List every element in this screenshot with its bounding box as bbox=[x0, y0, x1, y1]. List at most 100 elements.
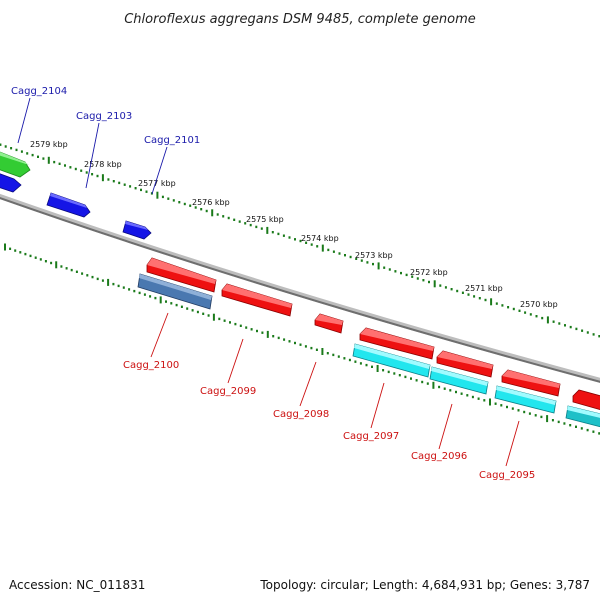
inner-track-minor-tick bbox=[523, 410, 526, 414]
label-cagg-2099[interactable]: Cagg_2099 bbox=[200, 386, 256, 397]
label-cagg-2097[interactable]: Cagg_2097 bbox=[343, 431, 399, 442]
label-cagg-2104[interactable]: Cagg_2104 bbox=[11, 86, 67, 97]
inner-track-minor-tick bbox=[272, 335, 275, 338]
inner-track-minor-tick bbox=[75, 270, 78, 273]
gene-green-top bbox=[0, 152, 29, 165]
inner-track-major-tick bbox=[546, 415, 549, 423]
inner-track-major-tick bbox=[321, 348, 324, 355]
outer-track-minor-tick bbox=[383, 266, 386, 269]
tick-track-inner bbox=[4, 243, 600, 435]
inner-track-minor-tick bbox=[580, 427, 583, 430]
inner-track-minor-tick bbox=[540, 415, 543, 419]
inner-track-minor-tick bbox=[138, 291, 141, 295]
inner-track-minor-tick bbox=[365, 363, 368, 367]
outer-track-minor-tick bbox=[167, 197, 170, 200]
label-cagg-2095[interactable]: Cagg_2095 bbox=[479, 470, 535, 481]
inner-track-minor-tick bbox=[460, 392, 463, 395]
inner-track-minor-tick bbox=[154, 296, 157, 300]
outer-track-minor-tick bbox=[416, 277, 419, 280]
inner-track-minor-tick bbox=[348, 358, 351, 362]
inner-track-minor-tick bbox=[471, 395, 474, 399]
outer-track-minor-tick bbox=[394, 270, 397, 273]
inner-track-minor-tick bbox=[449, 389, 452, 392]
label-cagg-2100[interactable]: Cagg_2100 bbox=[123, 360, 179, 371]
outer-track-minor-tick bbox=[444, 286, 447, 289]
inner-track-minor-tick bbox=[202, 312, 205, 315]
outer-track-minor-tick bbox=[581, 329, 584, 332]
outer-track-minor-tick bbox=[37, 155, 39, 158]
outer-track-minor-tick bbox=[238, 220, 241, 223]
inner-track-minor-tick bbox=[477, 397, 480, 400]
tick-label-2571: 2571 kbp bbox=[465, 284, 503, 293]
leader-cagg-2097 bbox=[370, 382, 385, 429]
reverse-genes bbox=[137, 257, 600, 428]
inner-track-major-tick bbox=[432, 381, 435, 389]
inner-track-major-tick bbox=[4, 243, 6, 251]
gene-cagg-2100-top bbox=[147, 258, 216, 284]
outer-track-minor-tick bbox=[411, 275, 414, 278]
gene-steel-top bbox=[139, 274, 212, 300]
gene-cagg-2095-top bbox=[496, 386, 556, 405]
label-leaders-reverse bbox=[150, 312, 520, 467]
inner-track-minor-tick bbox=[101, 279, 104, 282]
inner-track-minor-tick bbox=[170, 302, 173, 305]
outer-track-minor-tick bbox=[366, 261, 369, 264]
outer-track-minor-tick bbox=[255, 225, 258, 229]
inner-track-minor-tick bbox=[294, 341, 296, 345]
gene-labels-forward: Cagg_2104 Cagg_2103 Cagg_2101 bbox=[11, 86, 200, 146]
gene-cagg-2103[interactable] bbox=[46, 192, 91, 218]
accession-text: Accession: NC_011831 bbox=[9, 578, 146, 592]
inner-track-minor-tick bbox=[256, 329, 258, 333]
outer-track-minor-tick bbox=[305, 241, 308, 244]
outer-track-minor-tick bbox=[450, 288, 453, 291]
outer-track-minor-tick bbox=[58, 162, 61, 165]
outer-track-minor-tick bbox=[332, 250, 335, 253]
inner-track-minor-tick bbox=[122, 286, 125, 289]
inner-track-major-tick bbox=[55, 261, 58, 269]
gene-red-partial[interactable] bbox=[572, 389, 600, 411]
inner-track-minor-tick bbox=[19, 251, 22, 254]
outer-track-minor-tick bbox=[349, 255, 352, 259]
tick-label-2574: 2574 kbp bbox=[301, 234, 339, 243]
label-cagg-2098[interactable]: Cagg_2098 bbox=[273, 409, 329, 420]
label-cagg-2096[interactable]: Cagg_2096 bbox=[411, 451, 467, 462]
genome-backbone bbox=[0, 193, 600, 383]
tick-label-2573: 2573 kbp bbox=[355, 251, 393, 260]
gene-blue-partial[interactable] bbox=[0, 172, 22, 193]
label-cagg-2103[interactable]: Cagg_2103 bbox=[76, 111, 132, 122]
inner-track-major-tick bbox=[107, 278, 110, 286]
inner-track-minor-tick bbox=[438, 385, 441, 389]
outer-track-minor-tick bbox=[42, 157, 45, 160]
outer-track-minor-tick bbox=[558, 322, 561, 325]
inner-track-minor-tick bbox=[50, 261, 53, 265]
inner-track-minor-tick bbox=[245, 326, 248, 329]
inner-track-minor-tick bbox=[343, 357, 346, 360]
inner-track-major-tick bbox=[266, 330, 269, 338]
outer-track-major-tick bbox=[433, 280, 436, 288]
inner-track-minor-tick bbox=[24, 252, 27, 256]
inner-track-minor-tick bbox=[415, 379, 418, 382]
tick-label-2570: 2570 kbp bbox=[520, 300, 558, 309]
gene-cagg-2103-top bbox=[50, 193, 87, 208]
outer-track-minor-tick bbox=[327, 248, 330, 252]
gene-cagg-2101-top bbox=[125, 221, 148, 230]
outer-track-minor-tick bbox=[484, 298, 487, 302]
label-cagg-2101[interactable]: Cagg_2101 bbox=[144, 135, 200, 146]
forward-genes bbox=[0, 151, 152, 240]
outer-track-minor-tick bbox=[316, 245, 319, 248]
inner-track-minor-tick bbox=[112, 282, 115, 286]
inner-track-minor-tick bbox=[426, 382, 429, 385]
outer-track-minor-tick bbox=[507, 306, 510, 309]
inner-track-major-tick bbox=[159, 296, 162, 304]
outer-track-minor-tick bbox=[512, 307, 515, 311]
topology-summary: Topology: circular; Length: 4,684,931 bp… bbox=[260, 578, 590, 592]
inner-track-minor-tick bbox=[165, 300, 167, 303]
inner-track-minor-tick bbox=[592, 430, 595, 433]
inner-track-minor-tick bbox=[517, 409, 520, 412]
outer-track-minor-tick bbox=[85, 171, 88, 174]
outer-track-minor-tick bbox=[118, 181, 121, 185]
outer-track-minor-tick bbox=[518, 309, 521, 312]
tick-label-2577: 2577 kbp bbox=[138, 179, 176, 188]
inner-track-minor-tick bbox=[60, 265, 63, 268]
